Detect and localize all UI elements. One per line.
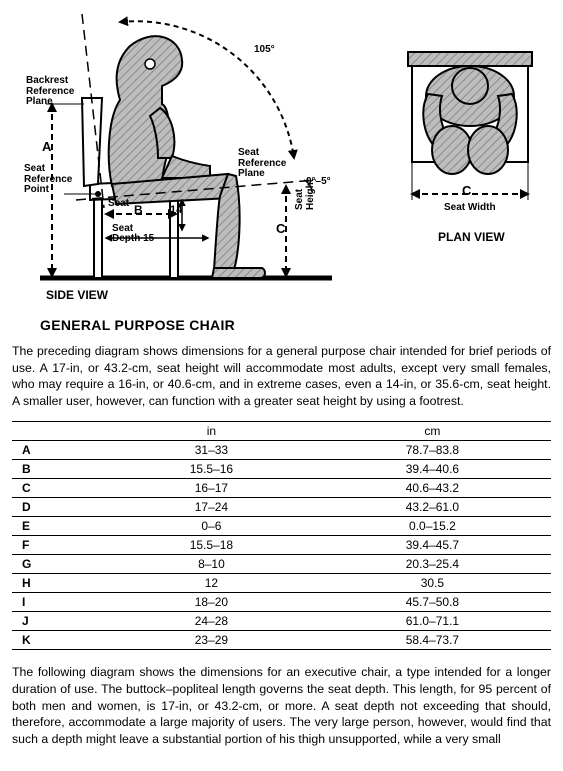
row-in: 18–20 [109, 593, 314, 612]
seat-ref-plane-label: SeatReferencePlane [238, 148, 286, 180]
table-row: J24–2861.0–71.1 [12, 612, 551, 631]
plan-view-label: PLAN VIEW [438, 230, 505, 244]
table-row: C16–1740.6–43.2 [12, 479, 551, 498]
table-row: I18–2045.7–50.8 [12, 593, 551, 612]
row-label: D [12, 498, 109, 517]
row-cm: 78.7–83.8 [314, 441, 551, 460]
row-in: 17–24 [109, 498, 314, 517]
row-in: 23–29 [109, 631, 314, 650]
chair-diagram: 105° BackrestReferencePlane SeatReferenc… [12, 8, 551, 313]
dim-C: C [276, 222, 285, 236]
row-cm: 30.5 [314, 574, 551, 593]
table-row: A31–3378.7–83.8 [12, 441, 551, 460]
row-label: G [12, 555, 109, 574]
row-cm: 58.4–73.7 [314, 631, 551, 650]
table-row: D17–2443.2–61.0 [12, 498, 551, 517]
table-row: E0–60.0–15.2 [12, 517, 551, 536]
row-label: E [12, 517, 109, 536]
page-title: GENERAL PURPOSE CHAIR [40, 317, 551, 333]
table-row: G8–1020.3–25.4 [12, 555, 551, 574]
header-cm: cm [314, 422, 551, 441]
header-blank [12, 422, 109, 441]
row-cm: 0.0–15.2 [314, 517, 551, 536]
row-in: 15.5–18 [109, 536, 314, 555]
seat-width-label: Seat Width [444, 202, 496, 213]
dim-14: 14 [170, 204, 182, 216]
row-label: A [12, 441, 109, 460]
seat-height-label: SeatHeight [294, 179, 316, 210]
table-row: F15.5–1839.4–45.7 [12, 536, 551, 555]
dim-A: A [42, 140, 51, 154]
row-in: 16–17 [109, 479, 314, 498]
backrest-ref-label: BackrestReferencePlane [26, 76, 74, 108]
row-label: C [12, 479, 109, 498]
row-in: 12 [109, 574, 314, 593]
row-label: F [12, 536, 109, 555]
row-cm: 45.7–50.8 [314, 593, 551, 612]
dimensions-table: in cm A31–3378.7–83.8B15.5–1639.4–40.6C1… [12, 421, 551, 650]
row-label: H [12, 574, 109, 593]
row-cm: 40.6–43.2 [314, 479, 551, 498]
outro-paragraph: The following diagram shows the dimensio… [12, 664, 551, 747]
row-label: B [12, 460, 109, 479]
seat-label: Seat [108, 198, 129, 209]
row-label: J [12, 612, 109, 631]
seat-depth-label: SeatDepth 15 [112, 224, 154, 244]
row-cm: 39.4–45.7 [314, 536, 551, 555]
row-label: K [12, 631, 109, 650]
angle-label: 105° [254, 44, 275, 55]
dim-B: B [134, 204, 143, 217]
row-in: 31–33 [109, 441, 314, 460]
row-cm: 43.2–61.0 [314, 498, 551, 517]
row-cm: 20.3–25.4 [314, 555, 551, 574]
row-cm: 39.4–40.6 [314, 460, 551, 479]
table-row: K23–2958.4–73.7 [12, 631, 551, 650]
row-label: I [12, 593, 109, 612]
seat-ref-point-label: SeatReferencePoint [24, 164, 72, 196]
header-in: in [109, 422, 314, 441]
table-row: H1230.5 [12, 574, 551, 593]
table-row: B15.5–1639.4–40.6 [12, 460, 551, 479]
row-in: 24–28 [109, 612, 314, 631]
table-header-row: in cm [12, 422, 551, 441]
row-in: 15.5–16 [109, 460, 314, 479]
row-cm: 61.0–71.1 [314, 612, 551, 631]
dim-C-plan: C [462, 184, 471, 198]
row-in: 8–10 [109, 555, 314, 574]
intro-paragraph: The preceding diagram shows dimensions f… [12, 343, 551, 409]
side-view-label: SIDE VIEW [46, 288, 108, 302]
row-in: 0–6 [109, 517, 314, 536]
